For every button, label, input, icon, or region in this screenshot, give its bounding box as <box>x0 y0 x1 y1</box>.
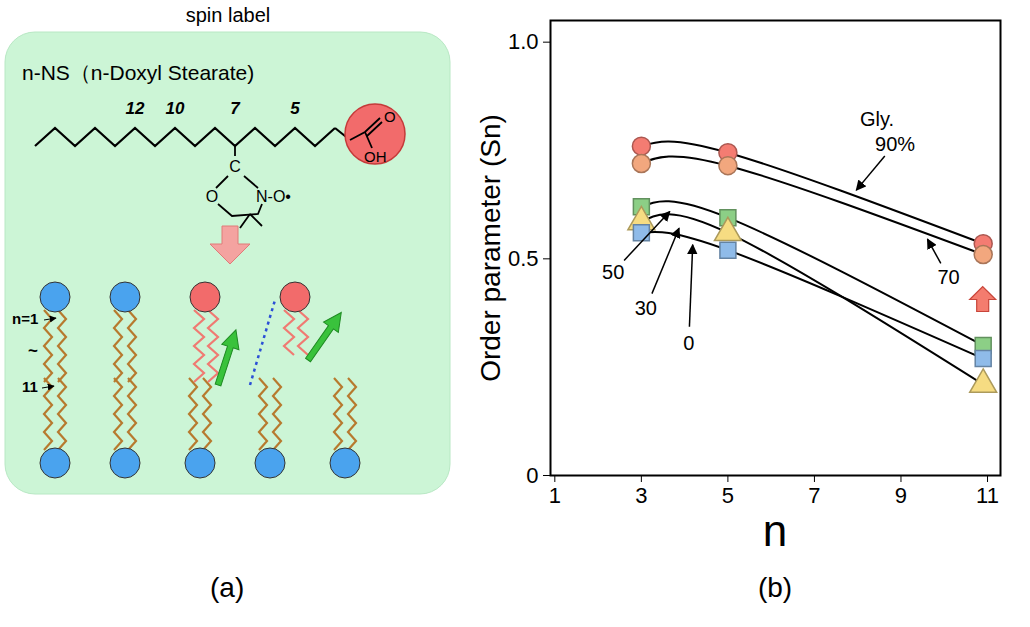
svg-text:spin label: spin label <box>186 4 271 26</box>
html-text:(b): (b) <box>757 572 793 603</box>
svg-text:50: 50 <box>602 261 624 283</box>
svg-text:12: 12 <box>126 99 145 118</box>
svg-text:5: 5 <box>290 99 300 118</box>
svg-text:11: 11 <box>22 378 38 395</box>
svg-text:7: 7 <box>230 99 241 118</box>
svg-text:C: C <box>229 158 241 175</box>
svg-text:1.0: 1.0 <box>508 29 539 54</box>
svg-text:n=1: n=1 <box>12 310 38 327</box>
svg-text:O: O <box>206 188 218 205</box>
svg-text:Gly.: Gly. <box>860 108 894 130</box>
svg-text:O: O <box>384 108 396 125</box>
html-text:Order parameter (Sn): Order parameter (Sn) <box>475 113 506 382</box>
svg-text:n-NS（n-Doxyl Stearate): n-NS（n-Doxyl Stearate) <box>22 61 254 84</box>
svg-text:0.5: 0.5 <box>508 246 539 271</box>
html-text:n: n <box>762 506 788 555</box>
svg-text:N-O•: N-O• <box>256 188 291 205</box>
svg-text:7: 7 <box>808 483 820 508</box>
svg-text:70: 70 <box>937 266 959 288</box>
svg-text:0: 0 <box>683 332 694 354</box>
svg-text:5: 5 <box>722 483 734 508</box>
svg-text:10: 10 <box>166 99 185 118</box>
svg-text:30: 30 <box>635 297 657 319</box>
svg-text:0: 0 <box>526 463 538 488</box>
html-text:(a): (a) <box>210 572 245 603</box>
svg-text:3: 3 <box>635 483 647 508</box>
svg-text:~: ~ <box>28 341 38 360</box>
svg-text:90%: 90% <box>875 133 915 155</box>
svg-text:11: 11 <box>976 483 999 508</box>
svg-text:OH: OH <box>364 148 387 165</box>
svg-text:9: 9 <box>895 483 907 508</box>
svg-text:1: 1 <box>549 483 561 508</box>
